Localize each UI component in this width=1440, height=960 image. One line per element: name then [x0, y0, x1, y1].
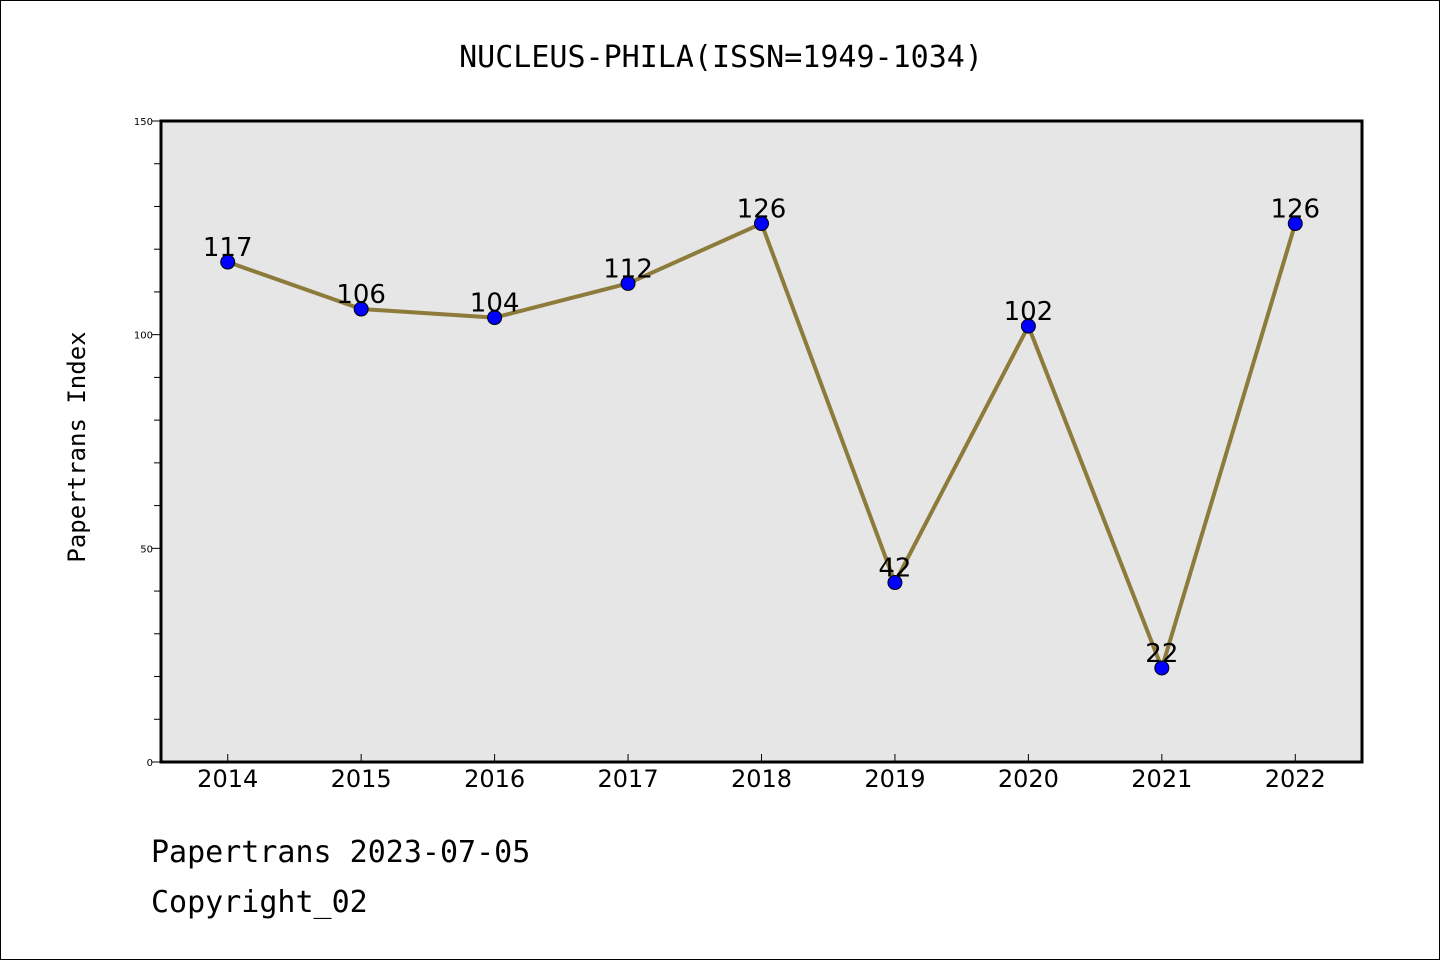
x-tick-label: 2022 — [1265, 765, 1326, 793]
x-tick-label: 2021 — [1131, 765, 1192, 793]
data-label: 106 — [336, 280, 386, 310]
x-tick-label: 2019 — [864, 765, 925, 793]
data-point — [487, 310, 503, 326]
x-tick-label: 2018 — [731, 765, 792, 793]
y-tick-label: 150 — [134, 117, 153, 128]
data-label: 104 — [470, 289, 520, 319]
data-label: 42 — [878, 554, 911, 584]
data-label: 22 — [1145, 639, 1178, 669]
data-label: 117 — [203, 233, 253, 263]
y-tick-label: 100 — [134, 331, 153, 342]
x-tick-label: 2016 — [464, 765, 525, 793]
chart-title: NUCLEUS-PHILA(ISSN=1949-1034) — [459, 40, 983, 75]
x-tick-label: 2017 — [598, 765, 659, 793]
data-labels-group: 117 106 104 112 126 42 102 22 126 — [203, 195, 1320, 669]
data-point — [220, 254, 236, 270]
y-tick-label: 50 — [140, 544, 153, 555]
data-label: 126 — [1270, 195, 1320, 225]
x-axis: 2014 2015 2016 2017 2018 2019 2020 2021 2022 — [197, 754, 1326, 793]
footer-date-text: Papertrans 2023-07-05 — [151, 835, 531, 870]
data-point — [754, 216, 769, 232]
data-point — [353, 301, 369, 317]
y-axis-label: Papertrans Index — [63, 331, 91, 562]
x-tick-label: 2020 — [998, 765, 1059, 793]
data-label: 112 — [603, 254, 653, 284]
data-point — [620, 275, 636, 291]
data-label: 102 — [1004, 297, 1054, 327]
series-group — [220, 216, 1303, 676]
data-point — [1020, 318, 1036, 334]
data-point — [1154, 660, 1170, 676]
y-axis: 0 50 100 150 — [134, 117, 161, 769]
y-tick-label: 0 — [147, 758, 153, 769]
x-tick-label: 2015 — [331, 765, 392, 793]
data-label: 126 — [737, 195, 787, 225]
footer-copyright-text: Copyright_02 — [151, 885, 368, 920]
data-point — [887, 575, 903, 591]
data-point — [1287, 216, 1303, 232]
x-tick-label: 2014 — [197, 765, 258, 793]
